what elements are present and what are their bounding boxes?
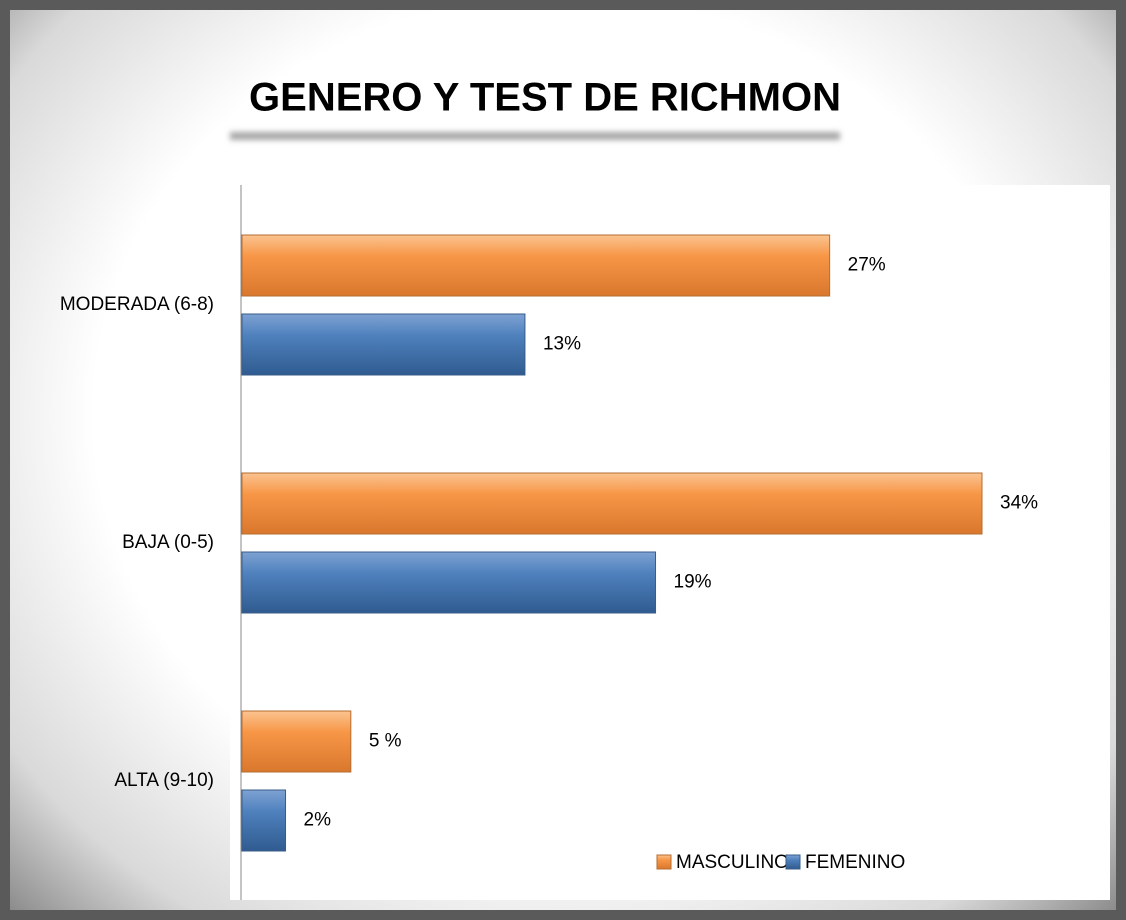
bar	[241, 234, 831, 297]
bar	[241, 472, 983, 535]
title-shadow	[230, 132, 840, 140]
value-label: 19%	[674, 572, 712, 593]
value-label: 5 %	[369, 731, 402, 752]
chart-title: GENERO Y TEST DE RICHMON	[249, 76, 841, 120]
legend-label: MASCULINO	[676, 852, 789, 873]
legend-swatch	[656, 854, 672, 870]
bar	[241, 789, 287, 852]
bar	[241, 710, 352, 773]
value-label: 34%	[1000, 493, 1038, 514]
plot-area	[230, 185, 1110, 900]
value-label: 27%	[848, 255, 886, 276]
bar	[241, 313, 526, 376]
category-label: ALTA (9-10)	[114, 770, 214, 791]
legend-swatch	[785, 854, 801, 870]
value-label: 2%	[304, 810, 332, 831]
category-label: BAJA (0-5)	[122, 532, 214, 553]
category-label: MODERADA (6-8)	[60, 294, 214, 315]
bar	[241, 551, 657, 614]
value-label: 13%	[543, 334, 581, 355]
legend-label: FEMENINO	[805, 852, 905, 873]
